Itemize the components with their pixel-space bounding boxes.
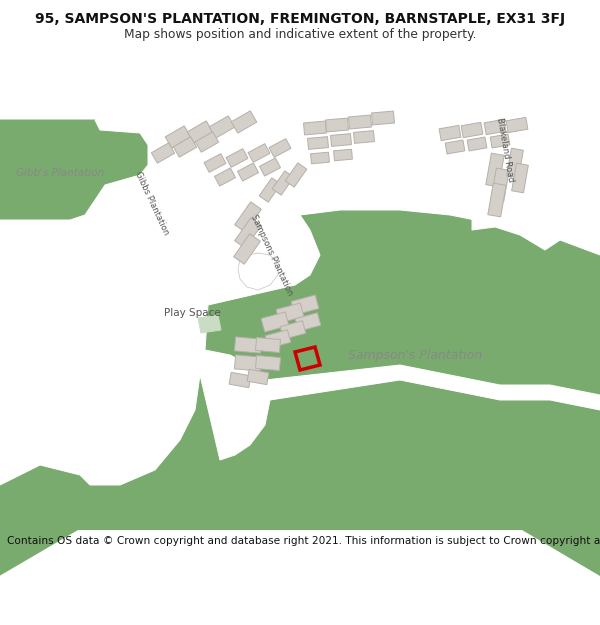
Polygon shape: [198, 315, 221, 333]
Polygon shape: [231, 111, 257, 133]
Polygon shape: [506, 118, 528, 132]
Polygon shape: [326, 118, 349, 132]
Polygon shape: [311, 152, 329, 164]
Polygon shape: [506, 148, 523, 178]
Polygon shape: [165, 126, 191, 148]
Polygon shape: [233, 234, 260, 264]
Polygon shape: [204, 154, 226, 173]
Polygon shape: [187, 121, 213, 143]
Polygon shape: [472, 213, 560, 250]
Polygon shape: [467, 137, 487, 151]
Polygon shape: [209, 116, 235, 138]
Polygon shape: [439, 126, 461, 141]
Polygon shape: [196, 132, 218, 152]
Polygon shape: [235, 217, 262, 248]
Polygon shape: [229, 372, 251, 388]
Polygon shape: [235, 355, 262, 371]
Polygon shape: [200, 350, 270, 460]
Polygon shape: [269, 139, 291, 158]
Text: Gibbs Plantation: Gibbs Plantation: [133, 170, 170, 236]
Polygon shape: [331, 134, 352, 146]
Text: Play Space: Play Space: [164, 308, 220, 318]
Text: Blakeland Road: Blakeland Road: [495, 117, 515, 183]
Text: Contains OS data © Crown copyright and database right 2021. This information is : Contains OS data © Crown copyright and d…: [7, 536, 600, 546]
Polygon shape: [256, 338, 281, 352]
Polygon shape: [25, 240, 218, 470]
Polygon shape: [0, 530, 78, 576]
Polygon shape: [512, 163, 529, 193]
Polygon shape: [308, 137, 328, 149]
Polygon shape: [488, 183, 506, 217]
Polygon shape: [276, 303, 304, 323]
Polygon shape: [445, 140, 465, 154]
Polygon shape: [151, 142, 175, 163]
Polygon shape: [353, 131, 374, 143]
Polygon shape: [291, 295, 319, 315]
Polygon shape: [490, 134, 510, 148]
Polygon shape: [214, 168, 236, 186]
Polygon shape: [371, 111, 394, 125]
Polygon shape: [430, 205, 472, 235]
Text: Sampson's Plantation: Sampson's Plantation: [348, 349, 482, 361]
Polygon shape: [0, 120, 148, 220]
Polygon shape: [334, 149, 352, 161]
Polygon shape: [285, 163, 307, 187]
Polygon shape: [247, 369, 269, 384]
Polygon shape: [484, 119, 506, 134]
Polygon shape: [226, 149, 248, 168]
Text: Sampsons Plantation: Sampsons Plantation: [249, 213, 295, 297]
Polygon shape: [248, 144, 270, 162]
Polygon shape: [235, 202, 262, 232]
Polygon shape: [304, 121, 326, 135]
Polygon shape: [238, 163, 259, 181]
Text: Gibb's Plantation: Gibb's Plantation: [16, 168, 104, 178]
Polygon shape: [265, 365, 600, 410]
Polygon shape: [0, 250, 120, 475]
Polygon shape: [295, 312, 321, 331]
Polygon shape: [349, 115, 371, 129]
Polygon shape: [259, 158, 281, 176]
Polygon shape: [259, 178, 281, 202]
Polygon shape: [272, 171, 294, 195]
Polygon shape: [0, 55, 600, 485]
Polygon shape: [0, 210, 600, 530]
Polygon shape: [491, 168, 509, 202]
Polygon shape: [265, 330, 291, 348]
Polygon shape: [256, 356, 281, 371]
Polygon shape: [261, 312, 289, 332]
Text: Map shows position and indicative extent of the property.: Map shows position and indicative extent…: [124, 28, 476, 41]
Polygon shape: [522, 530, 600, 576]
Text: 95, SAMPSON'S PLANTATION, FREMINGTON, BARNSTAPLE, EX31 3FJ: 95, SAMPSON'S PLANTATION, FREMINGTON, BA…: [35, 12, 565, 26]
Polygon shape: [461, 122, 483, 138]
Polygon shape: [280, 321, 306, 339]
Polygon shape: [530, 110, 590, 160]
Polygon shape: [235, 337, 262, 353]
Polygon shape: [173, 137, 197, 158]
Polygon shape: [486, 153, 504, 187]
